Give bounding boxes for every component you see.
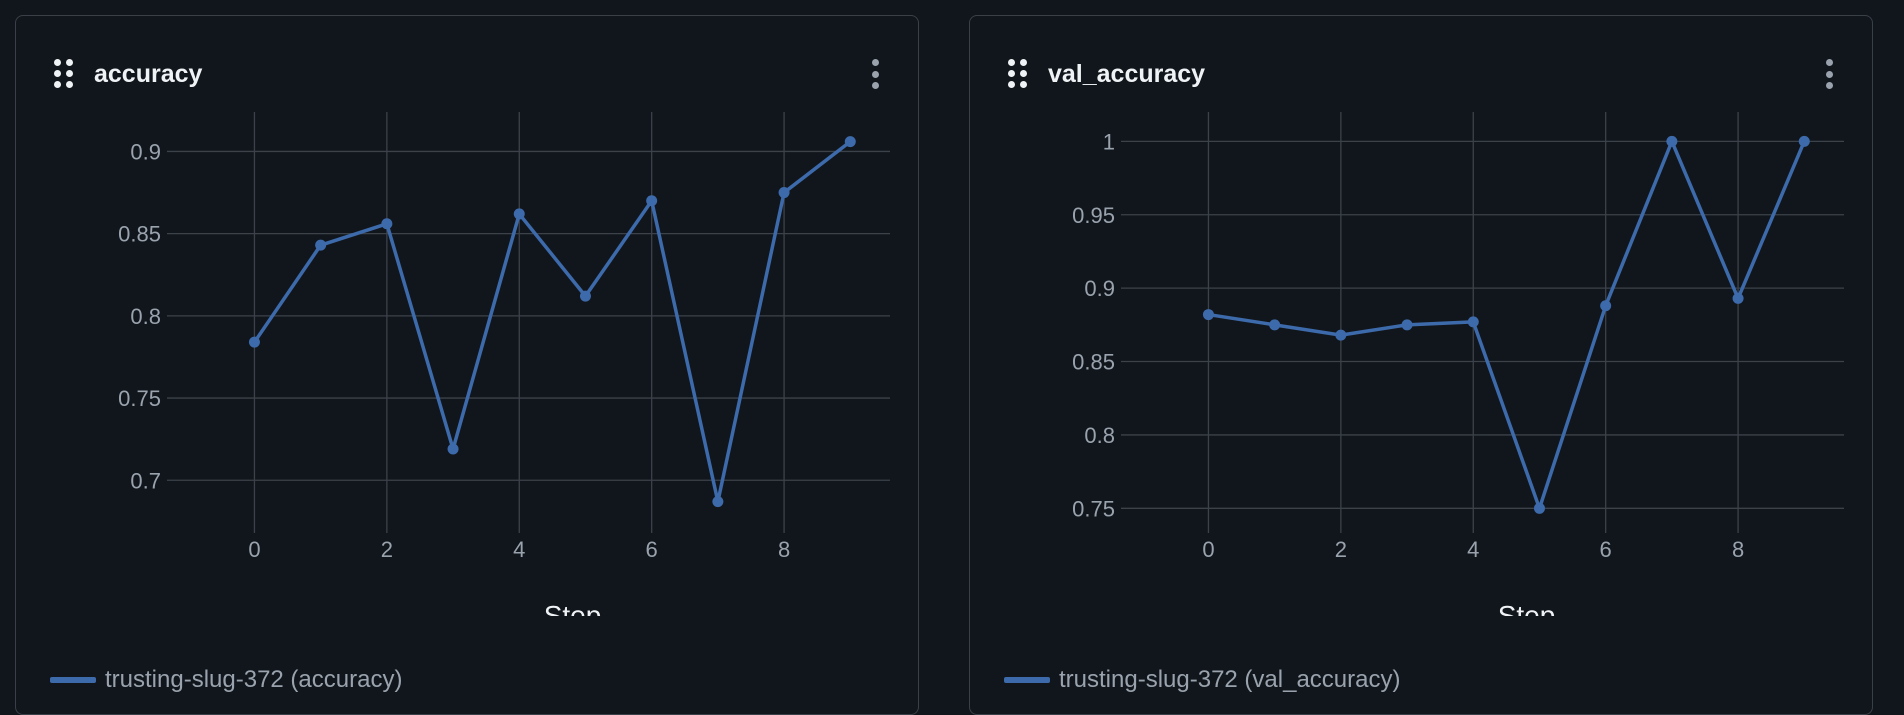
x-tick-label: 8 — [1732, 537, 1744, 562]
data-point — [1269, 319, 1281, 331]
data-point — [513, 208, 525, 220]
y-tick-label: 0.7 — [130, 468, 161, 493]
x-tick-label: 4 — [513, 537, 525, 562]
legend-swatch — [1004, 677, 1050, 683]
x-tick-label: 4 — [1467, 537, 1479, 562]
data-point — [778, 187, 790, 199]
y-tick-label: 0.75 — [1072, 496, 1115, 521]
data-point — [579, 290, 591, 302]
panel-header: val_accuracy — [1008, 56, 1836, 92]
panel-header: accuracy — [54, 56, 882, 92]
data-point — [1600, 300, 1612, 312]
data-point — [1533, 502, 1545, 514]
chart-panel-val-accuracy: val_accuracy 0 2 4 6 8 0.75 0.8 0.85 0.9 0.95 1 Ste… — [969, 15, 1873, 715]
chart-panel-accuracy: accuracy 0 2 4 6 8 0.7 0.75 0.8 0.85 0.9 Step trus… — [15, 15, 919, 715]
data-point — [646, 195, 658, 207]
data-point — [1401, 319, 1413, 331]
x-tick-label: 2 — [1335, 537, 1347, 562]
series-line — [252, 139, 853, 504]
x-tick-label: 2 — [381, 537, 393, 562]
y-tick-label: 0.9 — [1084, 276, 1115, 301]
series-line — [1206, 139, 1807, 511]
data-point — [1798, 135, 1810, 147]
data-point — [1335, 329, 1347, 341]
data-point — [1202, 309, 1214, 321]
y-tick-label: 0.85 — [118, 222, 161, 247]
y-tick-label: 1 — [1103, 129, 1115, 154]
y-tick-label: 0.95 — [1072, 203, 1115, 228]
y-tick-label: 0.85 — [1072, 350, 1115, 375]
data-point — [1666, 135, 1678, 147]
legend-label: trusting-slug-372 (accuracy) — [105, 666, 403, 693]
y-tick-label: 0.8 — [130, 304, 161, 329]
more-vertical-icon[interactable] — [868, 59, 882, 89]
x-tick-label: 0 — [248, 537, 260, 562]
legend-swatch — [50, 677, 96, 683]
data-point — [712, 496, 724, 508]
more-vertical-icon[interactable] — [1822, 59, 1836, 89]
drag-handle-icon[interactable] — [1008, 59, 1028, 89]
legend-label: trusting-slug-372 (val_accuracy) — [1059, 666, 1401, 693]
x-tick-label: 6 — [646, 537, 658, 562]
x-tick-label: 6 — [1600, 537, 1612, 562]
data-point — [315, 239, 327, 251]
legend-item[interactable]: trusting-slug-372 (val_accuracy) — [1004, 666, 1400, 694]
data-point — [1732, 292, 1744, 304]
data-point — [447, 443, 459, 455]
drag-handle-icon[interactable] — [54, 59, 74, 89]
x-tick-label: 8 — [778, 537, 790, 562]
panel-title: accuracy — [94, 59, 203, 88]
data-point — [844, 136, 856, 148]
x-axis-title: Step — [544, 600, 602, 616]
y-tick-label: 0.9 — [130, 139, 161, 164]
x-tick-label: 0 — [1202, 537, 1214, 562]
panel-title: val_accuracy — [1048, 59, 1206, 88]
data-point — [248, 336, 260, 348]
line-chart-accuracy[interactable]: 0 2 4 6 8 0.7 0.75 0.8 0.85 0.9 Step — [16, 16, 920, 616]
line-chart-val-accuracy[interactable]: 0 2 4 6 8 0.75 0.8 0.85 0.9 0.95 1 Step — [970, 16, 1874, 616]
legend-item[interactable]: trusting-slug-372 (accuracy) — [50, 666, 402, 694]
x-axis-title: Step — [1498, 600, 1556, 616]
y-tick-label: 0.8 — [1084, 423, 1115, 448]
y-tick-label: 0.75 — [118, 386, 161, 411]
data-point — [381, 218, 393, 230]
data-point — [1467, 316, 1479, 328]
